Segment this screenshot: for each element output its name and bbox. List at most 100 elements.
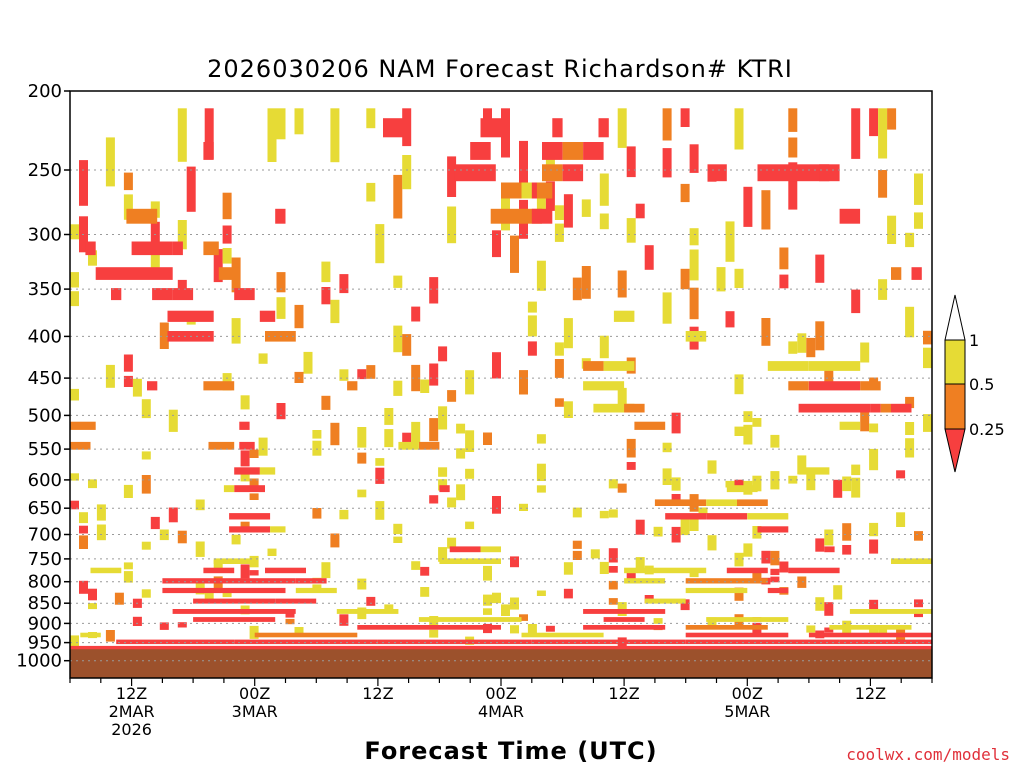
scatter-cell — [680, 599, 690, 611]
scatter-cell — [905, 396, 915, 409]
band-cell — [706, 513, 748, 520]
band-cell — [654, 499, 707, 506]
scatter-cell — [806, 337, 816, 358]
scatter-cell — [743, 543, 753, 557]
scatter-cell — [501, 604, 510, 616]
scatter-cell — [662, 292, 672, 324]
band-cell — [218, 267, 240, 280]
scatter-cell — [779, 247, 789, 270]
credit-link[interactable]: coolwx.com/models — [846, 745, 1010, 764]
band-cell — [521, 632, 604, 638]
band-cell — [891, 558, 932, 564]
scatter-cell — [456, 448, 466, 459]
scatter-cell — [536, 590, 546, 596]
scatter-cell — [159, 322, 169, 349]
scatter-cell — [79, 535, 88, 549]
scatter-cell — [815, 538, 825, 552]
scatter-cell — [429, 418, 439, 442]
scatter-cell — [599, 335, 609, 359]
scatter-cell — [680, 183, 690, 203]
scatter-cell — [88, 250, 97, 266]
band-cell — [598, 118, 609, 138]
scatter-cell — [833, 585, 843, 600]
band-cell — [808, 381, 861, 391]
scatter-cell — [168, 507, 178, 523]
scatter-cell — [123, 172, 133, 191]
scatter-cell — [79, 580, 88, 594]
scatter-cell — [914, 599, 923, 608]
band-cell — [439, 558, 501, 564]
y-tick-label: 450 — [28, 368, 62, 389]
scatter-cell — [240, 470, 250, 482]
scatter-cell — [536, 485, 546, 493]
scatter-cell — [123, 354, 133, 372]
scatter-cell — [393, 174, 403, 219]
scatter-cell — [626, 438, 636, 458]
scatter-cell — [527, 315, 537, 337]
legend-below-0-25 — [944, 428, 966, 473]
scatter-cell — [923, 347, 932, 369]
scatter-cell — [572, 550, 582, 560]
scatter-cell — [734, 426, 744, 436]
scatter-cell — [788, 341, 798, 354]
scatter-cell — [743, 411, 753, 423]
band-cell — [85, 241, 96, 256]
scatter-cell — [258, 437, 268, 456]
scatter-cell — [294, 304, 304, 329]
band-cell — [203, 241, 219, 256]
scatter-cell — [88, 588, 97, 601]
band-cell — [490, 208, 542, 224]
band-cell — [849, 609, 932, 614]
x-tick-label: 12Z — [608, 684, 639, 703]
scatter-cell — [599, 561, 609, 574]
scatter-cell — [70, 388, 79, 401]
band-cell — [716, 164, 727, 182]
scatter-cell — [483, 594, 492, 606]
band-cell — [90, 567, 122, 574]
scatter-cell — [851, 477, 861, 498]
scatter-cell — [384, 604, 394, 614]
scatter-cell — [519, 140, 528, 189]
scatter-cell — [788, 475, 798, 484]
scatter-cell — [330, 108, 340, 163]
band-cell — [377, 639, 532, 645]
scatter-cell — [213, 249, 223, 283]
scatter-cell — [321, 395, 331, 410]
ground-fill — [70, 649, 932, 678]
scatter-cell — [860, 342, 870, 363]
scatter-cell — [716, 267, 726, 292]
scatter-cell — [554, 342, 564, 356]
scatter-cell — [357, 452, 367, 464]
scatter-cell — [752, 526, 762, 539]
scatter-cell — [527, 341, 537, 356]
scatter-cell — [905, 232, 915, 248]
band-cell — [891, 267, 902, 280]
band-cell — [829, 625, 912, 630]
scatter-cell — [222, 248, 232, 264]
scatter-cell — [635, 203, 645, 219]
band-cell — [706, 499, 737, 506]
scatter-cell — [842, 545, 852, 555]
band-cell — [357, 625, 501, 630]
scatter-cell — [420, 379, 430, 393]
band-cell — [234, 485, 265, 493]
band-cell — [593, 403, 635, 413]
scatter-cell — [572, 507, 582, 518]
scatter-cell — [572, 540, 582, 549]
band-cell — [449, 546, 481, 553]
plot-area — [69, 90, 933, 679]
band-cell — [819, 164, 840, 182]
scatter-cell — [842, 523, 852, 541]
band-cell — [229, 513, 271, 520]
scatter-cell — [635, 519, 645, 535]
scatter-cell — [608, 509, 618, 518]
band-cell — [239, 441, 255, 450]
band-cell — [706, 617, 789, 622]
scatter-cell — [222, 192, 232, 220]
scatter-cell — [339, 509, 349, 520]
scatter-cell — [887, 108, 897, 130]
scatter-cell — [554, 398, 564, 407]
y-tick-label: 1000 — [16, 651, 62, 672]
scatter-cell — [96, 524, 106, 541]
